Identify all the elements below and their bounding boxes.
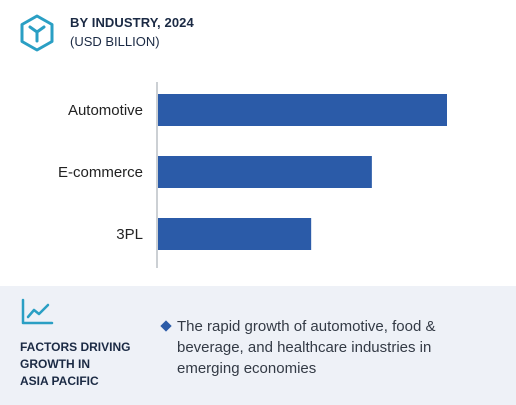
bar-automotive [158,94,447,126]
factor-text: The rapid growth of automotive, food & b… [177,318,436,377]
cube-icon [20,14,54,52]
bar-chart: Automotive E-commerce 3PL [58,82,447,268]
category-label: Automotive [68,102,143,119]
chart-subtitle: (USD BILLION) [70,34,160,49]
factors-heading-line: FACTORS DRIVING [20,340,131,354]
factors-heading-line: GROWTH IN [20,357,90,371]
factors-heading-line: ASIA PACIFIC [20,374,99,388]
category-label: 3PL [116,226,143,243]
factors-heading: FACTORS DRIVING GROWTH IN ASIA PACIFIC [20,339,160,390]
factors-panel: FACTORS DRIVING GROWTH IN ASIA PACIFIC T… [0,286,516,405]
bar-e-commerce [158,156,372,188]
trend-line-icon [21,298,54,325]
header: BY INDUSTRY, 2024 (USD BILLION) [0,0,516,60]
chart-title: BY INDUSTRY, 2024 [70,15,194,30]
category-label: E-commerce [58,164,143,181]
diamond-bullet-icon [160,320,172,332]
bar-3pl [158,218,312,250]
